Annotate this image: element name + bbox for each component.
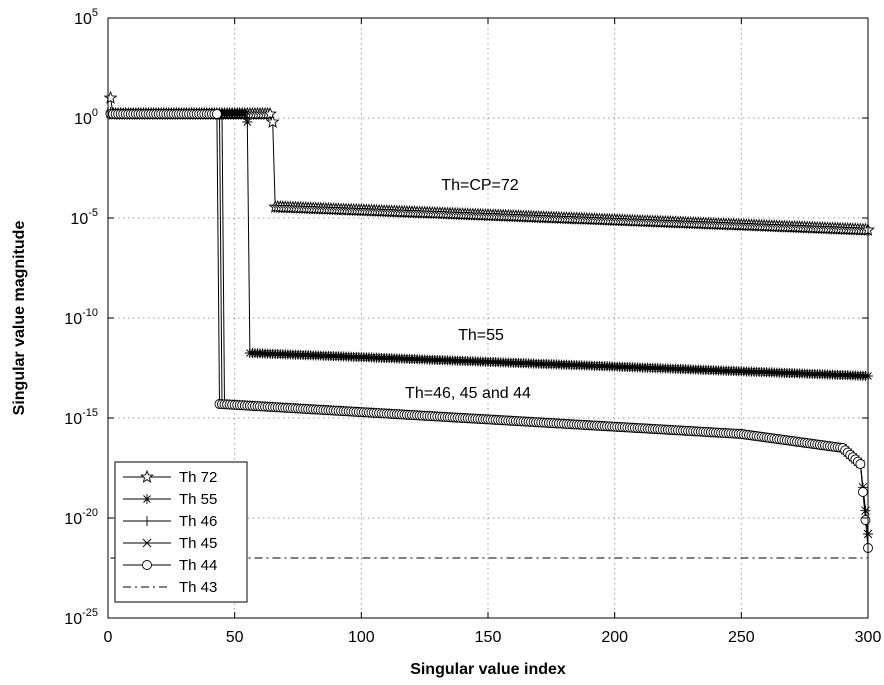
x-tick-label: 200 — [601, 629, 628, 646]
y-axis-title: Singular value magnitude — [11, 221, 28, 416]
star-marker — [265, 114, 280, 128]
x-tick-label: 300 — [855, 629, 882, 646]
annotation-label: Th=CP=72 — [441, 177, 518, 194]
y-tick-label: 10-10 — [64, 307, 98, 328]
legend-label: Th 55 — [179, 491, 217, 508]
legend-item: Th 45 — [123, 535, 217, 552]
tick-labels: 0 50 100 150 200 250 300 105 100 10-5 10-10 10-15 10… — [64, 7, 881, 646]
ticks — [107, 17, 869, 619]
y-tick-label: 100 — [74, 107, 98, 128]
annotation-label: Th=46, 45 and 44 — [405, 385, 531, 402]
legend-item: Th 72 — [123, 469, 217, 486]
y-tick-label: 105 — [74, 7, 98, 28]
legend-label: Th 44 — [179, 557, 217, 574]
x-marker — [142, 538, 152, 548]
asterisk-marker — [142, 494, 152, 504]
legend-label: Th 45 — [179, 535, 217, 552]
x-axis-title: Singular value index — [410, 661, 566, 678]
x-tick-label: 0 — [104, 629, 113, 646]
legend: Th 72 Th 55 Th 46 Th 45 Th 44 Th 43 — [114, 461, 248, 603]
legend-item: Th 55 — [123, 491, 217, 508]
series-layer — [103, 90, 875, 559]
circle-marker — [857, 487, 868, 497]
series-th-44 — [105, 109, 873, 553]
circle-marker — [860, 515, 871, 525]
circle-marker — [211, 109, 222, 119]
y-tick-label: 10-5 — [70, 207, 98, 228]
annotation-label: Th=55 — [458, 327, 504, 344]
asterisk-marker — [242, 117, 253, 127]
legend-box — [114, 461, 248, 603]
asterisk-marker — [239, 109, 250, 119]
plus-marker — [142, 516, 152, 526]
circle-marker — [142, 560, 152, 570]
x-tick-label: 50 — [226, 629, 244, 646]
x-tick-label: 250 — [728, 629, 755, 646]
x-tick-label: 150 — [475, 629, 502, 646]
star-marker — [103, 90, 118, 104]
star-marker — [140, 469, 154, 483]
legend-item: Th 46 — [123, 513, 217, 530]
legend-label: Th 43 — [179, 579, 217, 596]
y-tick-label: 10-20 — [64, 507, 98, 528]
x-tick-label: 100 — [348, 629, 375, 646]
legend-item: Th 44 — [123, 557, 217, 574]
annotations: Th=CP=72 Th=55 Th=46, 45 and 44 — [405, 177, 531, 402]
y-tick-label: 10-15 — [64, 407, 98, 428]
legend-label: Th 72 — [179, 469, 217, 486]
legend-label: Th 46 — [179, 513, 217, 530]
y-tick-label: 10-25 — [64, 607, 98, 628]
legend-item: Th 43 — [123, 579, 217, 596]
circle-marker — [855, 459, 866, 469]
